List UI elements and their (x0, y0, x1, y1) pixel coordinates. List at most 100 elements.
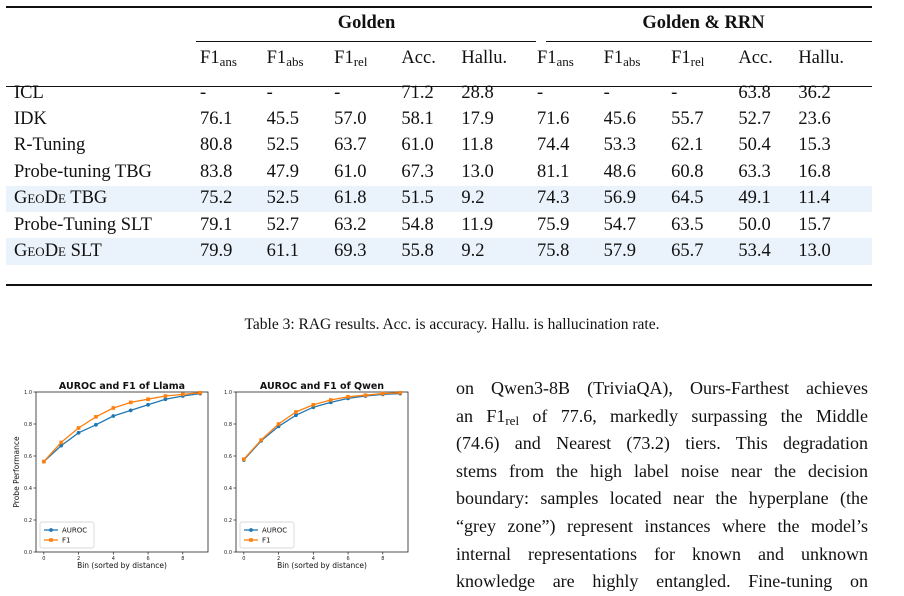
empty-header-cell (6, 6, 198, 40)
legend-label: F1 (262, 537, 270, 545)
x-tick-label: 0 (242, 556, 245, 562)
table-cell: - (200, 82, 207, 103)
table-cell: 69.3 (332, 238, 400, 265)
f1-point (276, 422, 281, 426)
y-tick-label: 0.8 (224, 422, 232, 428)
method-name-cell: Probe-Tuning SLT (14, 214, 152, 235)
table-bottom-rule (6, 284, 872, 286)
table-cell: 9.2 (459, 185, 535, 212)
auroc-series-line (43, 392, 201, 463)
method-name-cell: GeoDe SLT (6, 238, 199, 265)
table-cell: 79.1 (200, 214, 233, 235)
table-cell: 16.8 (798, 161, 831, 182)
golden-group-rule (196, 41, 536, 42)
column-header: F1rel (671, 47, 705, 69)
method-name-cell: Probe-tuning TBG (14, 161, 152, 182)
table-cell: 51.5 (399, 185, 460, 212)
f1-point (163, 394, 168, 398)
table-cell: 63.7 (334, 135, 367, 156)
y-tick-label: 1.0 (224, 390, 232, 396)
table-cell: 58.1 (401, 109, 434, 130)
column-header: F1rel (334, 47, 368, 69)
chart-title: AUROC and F1 of Llama (59, 381, 185, 392)
auroc-point (163, 397, 168, 402)
f1-point (181, 392, 185, 397)
table-caption: Table 3: RAG results. Acc. is accuracy. … (244, 316, 660, 333)
text-line: (74.6) and Nearest (73.2) tiers. This de… (456, 433, 868, 454)
table-cell: 71.6 (536, 109, 570, 130)
table-cell: 55.8 (399, 238, 460, 265)
text-line: internal representations for known and u… (456, 543, 868, 564)
table-cell: 53.4 (736, 238, 797, 265)
column-header: F1abs (603, 47, 641, 69)
llama-chart: AUROC and F1 of Llama 0.0 0.2 0.4 0.6 0.8 1.0 0… (12, 381, 209, 570)
table-cell: - (603, 82, 610, 103)
legend-marker (49, 528, 53, 532)
table-cell: 76.1 (200, 109, 233, 130)
table-cell: 15.3 (798, 135, 831, 156)
golden-group-header: Golden (337, 12, 396, 33)
legend-marker (249, 538, 253, 542)
text-line: “grey zone”) represent instances where t… (456, 515, 868, 536)
legend-box (39, 521, 95, 549)
f1-point (346, 395, 350, 399)
method-name-cell: GeoDe TBG (6, 185, 199, 212)
table-cell: 61.0 (401, 135, 434, 156)
legend-marker (249, 528, 253, 532)
table-cell: 50.4 (738, 135, 771, 156)
table-cell: 62.1 (671, 135, 704, 156)
column-header-row: F1ans F1abs F1rel Acc. Hallu. F1ans F1abs F1rel… (6, 40, 872, 76)
header-bottom-rule (6, 86, 872, 87)
table-cell: 52.5 (264, 185, 333, 212)
x-tick-label: 8 (181, 556, 184, 562)
golden-rrn-group-rule (546, 41, 872, 42)
table-row: Probe-tuning TBG 83.8 47.9 61.0 67.3 13.0 81.1… (6, 159, 872, 185)
table-row: GeoDe SLT 79.9 61.1 69.3 55.8 9.2 75.8 57.9 65.7… (6, 238, 872, 265)
y-tick-label: 0.6 (24, 454, 32, 460)
table-cell: 71.2 (401, 82, 434, 103)
table-cell: 15.7 (798, 214, 831, 235)
table-row: IDK 76.1 45.5 57.0 58.1 17.9 71.6 45.6 55.7 52.7 2… (6, 106, 872, 132)
f1-point (128, 400, 133, 405)
method-name-cell: R-Tuning (14, 135, 86, 156)
table-cell: 28.8 (461, 82, 494, 103)
x-tick-label: 4 (112, 556, 115, 562)
table-cell: 54.7 (603, 214, 636, 235)
table-cell: 63.8 (738, 82, 771, 103)
table-cell: 75.2 (198, 185, 265, 212)
table-cell: 48.6 (603, 161, 636, 182)
table-cell: 55.7 (671, 109, 704, 130)
f1-point (198, 391, 202, 395)
text-line: stems from the high label noise near the… (456, 460, 868, 481)
f1-point (398, 391, 402, 395)
f1-point (381, 391, 385, 396)
table-cell: 67.3 (401, 161, 434, 182)
table-cell: 57.0 (334, 109, 367, 130)
auroc-point (294, 413, 298, 418)
table-cell: 79.9 (198, 238, 265, 265)
legend-marker (49, 538, 53, 542)
f1-point (76, 426, 81, 430)
table-cell: 11.9 (461, 214, 494, 235)
y-tick-label: 0.4 (24, 486, 32, 492)
table-row: GeoDe TBG 75.2 52.5 61.8 51.5 9.2 74.3 56.9 64.5… (6, 185, 872, 212)
golden-rrn-group-header: Golden & RRN (642, 12, 765, 33)
auroc-point (59, 443, 64, 448)
table-cell: 52.7 (738, 109, 771, 130)
table-top-rule (6, 6, 872, 8)
table-cell: 47.9 (266, 161, 300, 182)
table-cell: 61.8 (332, 185, 400, 212)
table-cell: 36.2 (798, 82, 831, 103)
auroc-point (128, 408, 133, 413)
plot-frame (35, 391, 209, 553)
f1-series-line (43, 392, 201, 463)
legend-label: AUROC (262, 527, 287, 535)
table-cell: 74.4 (536, 135, 570, 156)
method-name-cell: ICL (14, 82, 44, 103)
table-cell: - (671, 82, 678, 103)
text-line: knowledge are highly entangled. Fine-tun… (456, 571, 868, 592)
f1-point (111, 406, 116, 410)
y-axis-label: Probe Performance (12, 436, 21, 508)
table-cell: 75.9 (536, 214, 570, 235)
legend-label: F1 (62, 537, 70, 545)
